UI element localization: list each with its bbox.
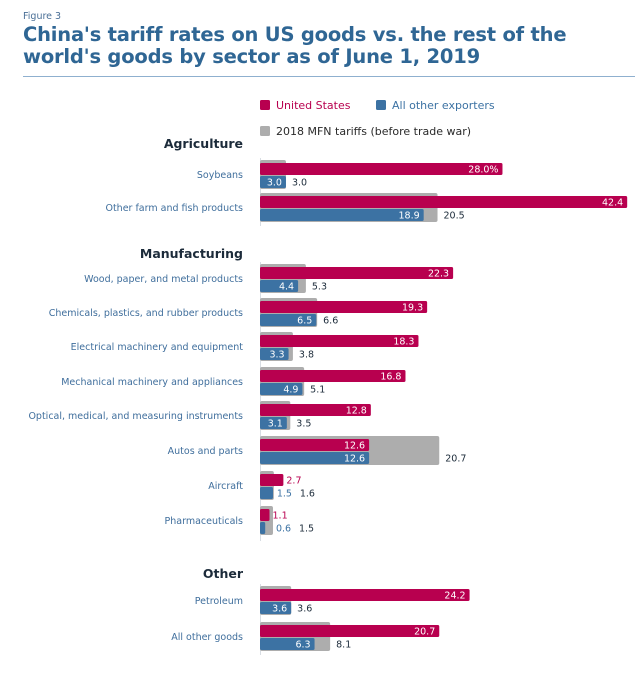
value-label-mfn: 1.5 bbox=[299, 524, 314, 535]
value-label-other: 18.9 bbox=[399, 211, 420, 222]
bar-us bbox=[260, 509, 270, 521]
bar-other bbox=[260, 383, 303, 395]
bar-us bbox=[260, 474, 284, 486]
value-label-mfn: 3.6 bbox=[297, 604, 312, 615]
category-label: All other goods bbox=[171, 632, 243, 643]
legend: United States All other exporters 2018 MFN… bbox=[260, 99, 495, 138]
category-label: Wood, paper, and metal products bbox=[84, 274, 243, 285]
value-label-us: 12.8 bbox=[346, 406, 367, 417]
category-label: Petroleum bbox=[195, 596, 243, 607]
value-label-other: 3.0 bbox=[267, 178, 282, 189]
value-label-mfn: 20.5 bbox=[444, 211, 465, 222]
value-label-other: 6.5 bbox=[297, 316, 312, 327]
value-label-other: 3.1 bbox=[268, 419, 283, 430]
value-label-other: 12.6 bbox=[344, 454, 365, 465]
value-label-other: 0.6 bbox=[276, 524, 291, 535]
bar-us bbox=[260, 589, 470, 601]
category-label: Other farm and fish products bbox=[105, 203, 243, 214]
sector-label: Other bbox=[203, 566, 244, 581]
bar-us bbox=[260, 625, 440, 637]
value-label-mfn: 3.5 bbox=[296, 419, 311, 430]
value-label-us: 28.0% bbox=[468, 165, 498, 176]
value-label-us: 12.6 bbox=[344, 441, 365, 452]
value-label-other: 6.3 bbox=[295, 640, 310, 651]
value-label-us: 42.4 bbox=[602, 198, 623, 209]
bar-us bbox=[260, 404, 371, 416]
bar-other bbox=[260, 487, 273, 499]
category-label: Electrical machinery and equipment bbox=[71, 342, 244, 353]
bar-other bbox=[260, 522, 266, 534]
value-label-mfn: 5.3 bbox=[312, 282, 327, 293]
value-label-us: 19.3 bbox=[402, 303, 423, 314]
value-label-mfn: 8.1 bbox=[336, 640, 351, 651]
bar-other bbox=[260, 314, 317, 326]
bar-other bbox=[260, 638, 315, 650]
value-label-other: 4.9 bbox=[283, 385, 298, 396]
legend-label-us: United States bbox=[276, 99, 351, 112]
value-label-mfn: 3.0 bbox=[292, 178, 307, 189]
bar-us bbox=[260, 267, 454, 279]
bar-other bbox=[260, 348, 289, 360]
value-label-other: 1.5 bbox=[277, 489, 292, 500]
bar-other bbox=[260, 209, 424, 221]
bar-us bbox=[260, 196, 628, 208]
bar-us bbox=[260, 335, 419, 347]
value-label-us: 2.7 bbox=[286, 476, 301, 487]
category-label: Chemicals, plastics, and rubber products bbox=[49, 308, 243, 319]
category-label: Soybeans bbox=[197, 170, 243, 181]
category-label: Pharmaceuticals bbox=[165, 516, 244, 527]
value-label-us: 20.7 bbox=[414, 627, 435, 638]
chart-title: China's tariff rates on US goods vs. the… bbox=[23, 23, 567, 68]
bar-other bbox=[260, 452, 370, 464]
value-label-us: 16.8 bbox=[380, 372, 401, 383]
title-divider bbox=[23, 76, 635, 77]
value-label-mfn: 6.6 bbox=[323, 316, 338, 327]
bar-us bbox=[260, 163, 503, 175]
value-label-other: 3.6 bbox=[272, 604, 287, 615]
legend-swatch-mfn bbox=[260, 126, 270, 136]
bar-us bbox=[260, 370, 406, 382]
value-label-mfn: 5.1 bbox=[310, 385, 325, 396]
legend-label-other: All other exporters bbox=[392, 99, 495, 112]
value-label-us: 22.3 bbox=[428, 269, 449, 280]
category-label: Mechanical machinery and appliances bbox=[61, 377, 243, 388]
legend-label-mfn: 2018 MFN tariffs (before trade war) bbox=[276, 125, 471, 138]
bar-other bbox=[260, 176, 286, 188]
value-label-other: 3.3 bbox=[269, 350, 284, 361]
legend-swatch-other bbox=[376, 100, 386, 110]
value-label-us: 18.3 bbox=[393, 337, 414, 348]
category-label: Autos and parts bbox=[168, 446, 243, 457]
value-label-mfn: 20.7 bbox=[445, 454, 466, 465]
figure-label: Figure 3 bbox=[23, 11, 62, 22]
value-label-us: 24.2 bbox=[444, 591, 465, 602]
plot-area: Agriculture Soybeans 28.0% 3.0 3.0 Other farm… bbox=[28, 136, 628, 655]
sector-label: Manufacturing bbox=[140, 246, 243, 261]
value-label-mfn: 3.8 bbox=[299, 350, 314, 361]
sector-label: Agriculture bbox=[164, 136, 243, 151]
legend-swatch-us bbox=[260, 100, 270, 110]
category-label: Aircraft bbox=[208, 481, 243, 492]
value-label-other: 4.4 bbox=[279, 282, 294, 293]
bar-us bbox=[260, 301, 428, 313]
bar-other bbox=[260, 417, 287, 429]
bar-us bbox=[260, 439, 370, 451]
value-label-us: 1.1 bbox=[273, 511, 288, 522]
bar-other bbox=[260, 280, 299, 292]
bar-other bbox=[260, 602, 292, 614]
category-label: Optical, medical, and measuring instrume… bbox=[28, 411, 243, 422]
value-label-mfn: 1.6 bbox=[300, 489, 315, 500]
